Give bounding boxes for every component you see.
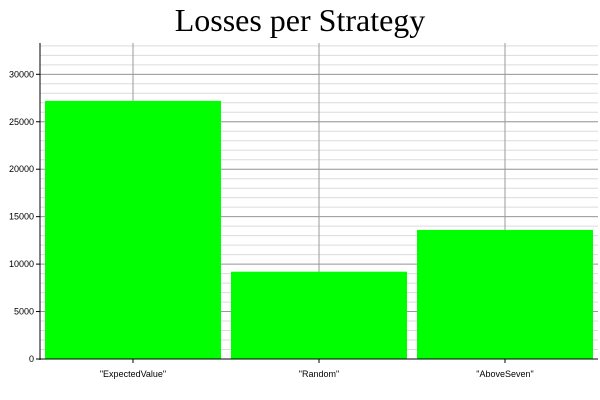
y-tick-label: 30000 [9, 69, 34, 79]
x-tick-label: "ExpectedValue" [100, 369, 166, 379]
y-tick-label: 25000 [9, 117, 34, 127]
x-tick-label: "AboveSeven" [476, 369, 533, 379]
tick-labels: 0 5000 10000 15000 20000 25000 30000 "ExpectedV… [9, 69, 534, 379]
chart-title: Losses per Strategy [174, 2, 426, 38]
y-tick-label: 15000 [9, 212, 34, 222]
bars [45, 100, 593, 359]
bar [231, 271, 407, 359]
bar [45, 100, 221, 359]
y-tick-label: 5000 [14, 307, 34, 317]
y-tick-label: 0 [29, 354, 34, 364]
bar [417, 229, 593, 359]
y-tick-label: 20000 [9, 164, 34, 174]
x-tick-label: "Random" [299, 369, 339, 379]
y-tick-label: 10000 [9, 259, 34, 269]
